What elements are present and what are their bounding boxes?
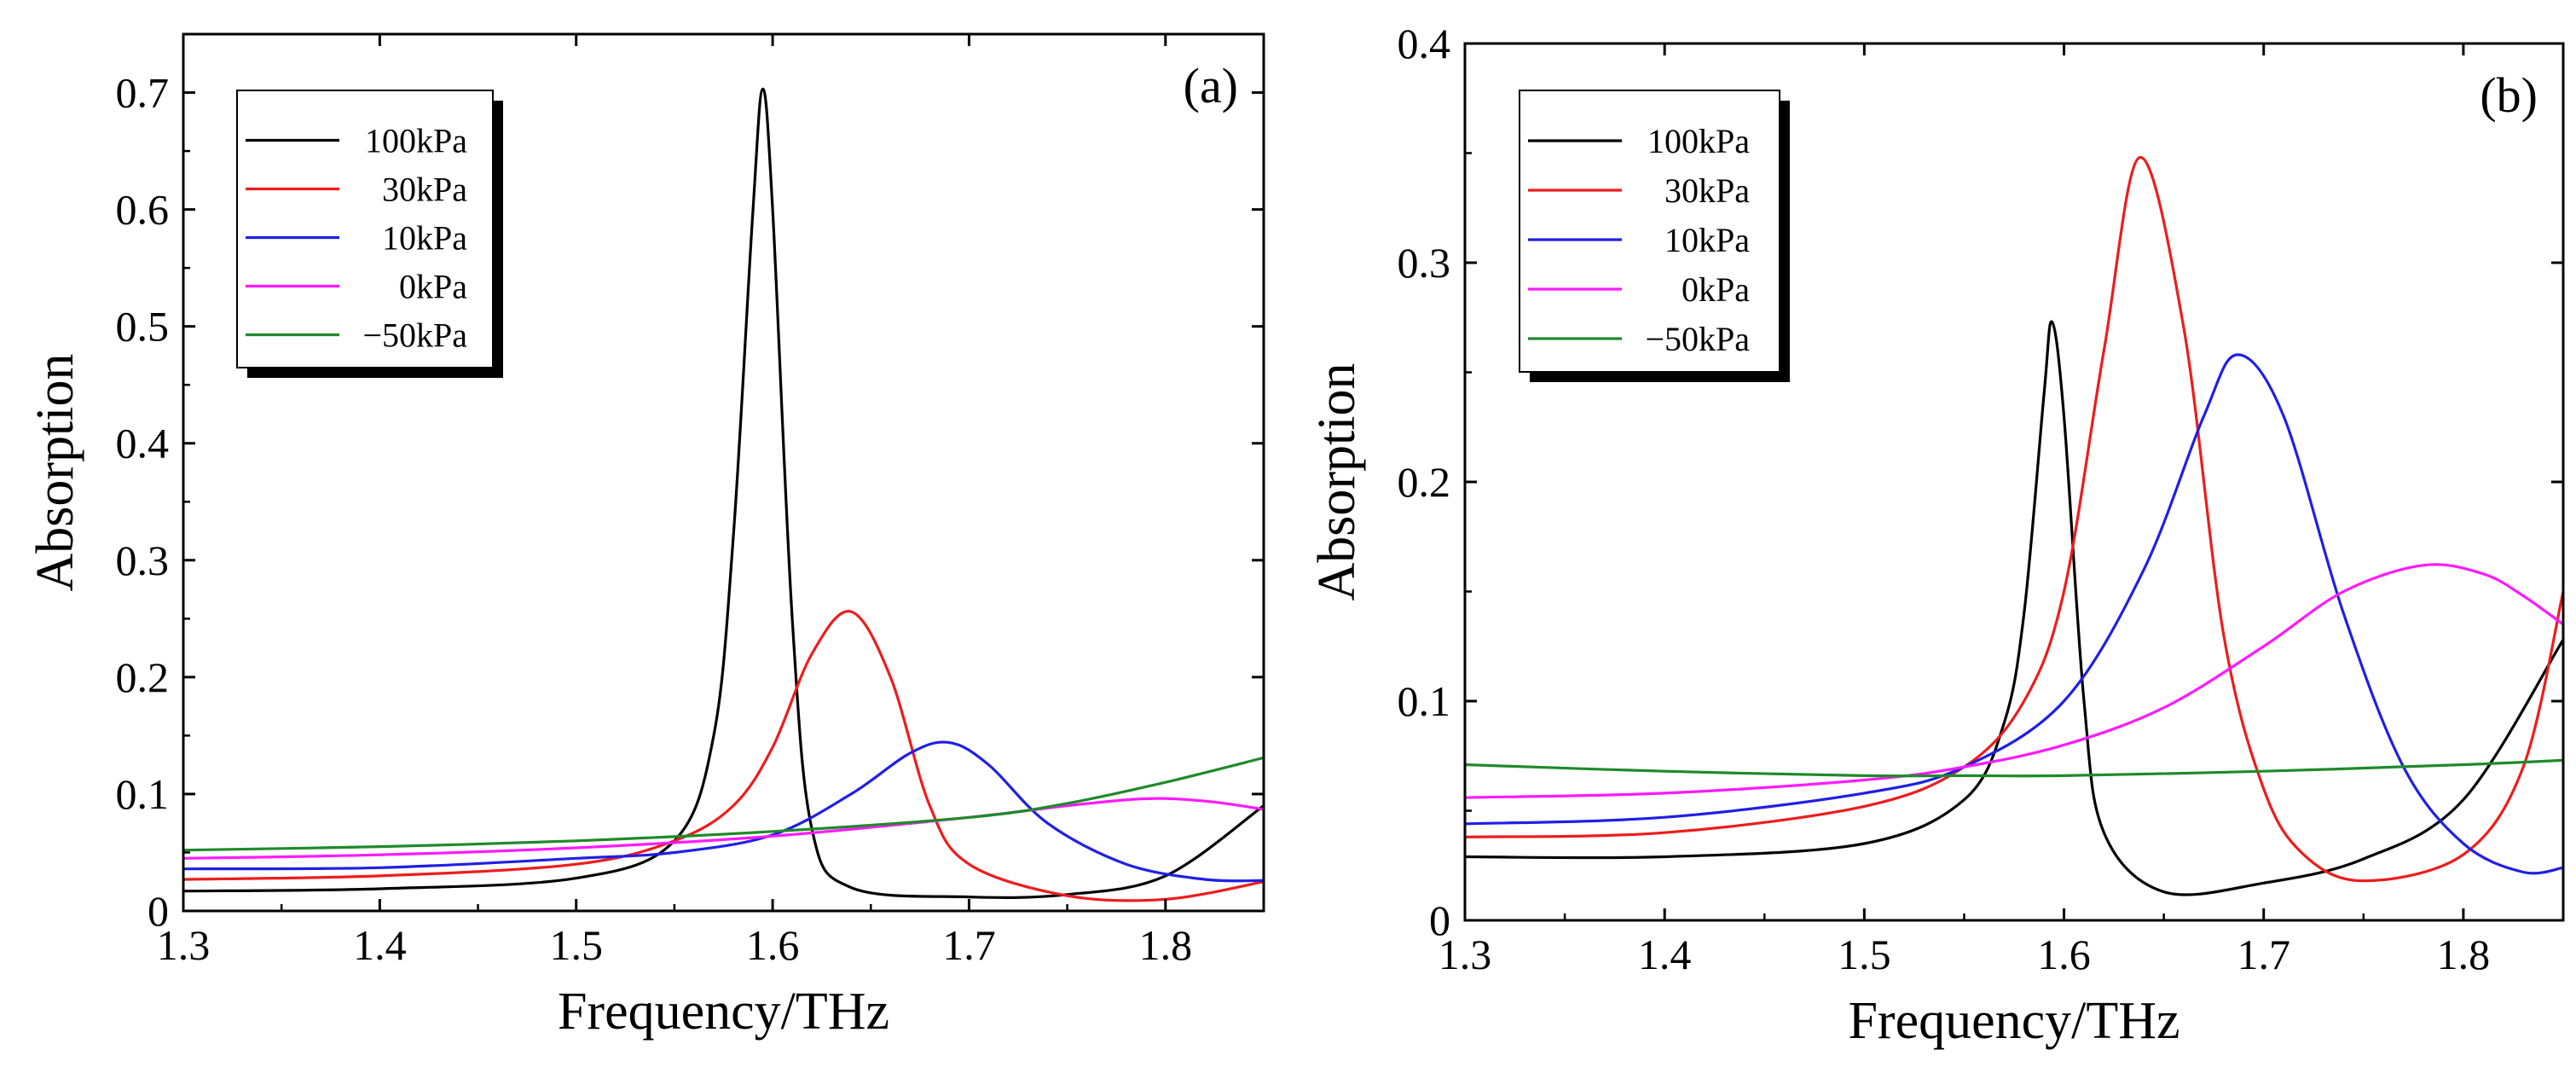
series-line-3 (1465, 563, 2563, 799)
x-tick-label: 1.8 (1139, 921, 1193, 969)
series-line-0 (183, 87, 1264, 899)
series-line-3 (183, 797, 1264, 860)
y-tick-label: 0.5 (116, 303, 170, 351)
legend-label-3: 0kPa (399, 268, 467, 306)
y-axis-title: Absorption (1308, 363, 1366, 601)
y-tick-label: 0.1 (116, 770, 170, 818)
x-tick-label: 1.8 (2437, 931, 2491, 978)
series-group (1465, 156, 2563, 896)
series-line-1 (1465, 156, 2563, 883)
series-line-4 (1465, 758, 2563, 778)
x-tick-label: 1.5 (549, 921, 603, 969)
series-line-4 (183, 756, 1264, 852)
legend-box (1519, 90, 1780, 373)
x-tick-label: 1.3 (1439, 931, 1492, 978)
x-tick-label: 1.4 (353, 921, 407, 969)
x-tick-label: 1.5 (1838, 931, 1891, 978)
panel-a: 1.3 1.4 1.5 1.6 1.7 1.8 0 0.1 0.2 0.3 0.4 0.5 0.6 0.7… (26, 32, 1265, 1041)
x-tick-label: 1.3 (157, 921, 211, 969)
x-tick-label: 1.7 (2237, 931, 2290, 978)
series-line-2 (1465, 353, 2563, 875)
x-axis-title: Frequency/THz (558, 983, 889, 1041)
x-tick-label: 1.6 (746, 921, 800, 969)
y-tick-label: 0.2 (116, 653, 170, 701)
y-tick-label: 0.2 (1398, 458, 1451, 506)
series-line-0 (1465, 320, 2563, 896)
plot-frame (182, 32, 1265, 913)
series-line-1 (183, 610, 1264, 902)
legend-label-4: −50kPa (1645, 320, 1750, 358)
x-tick-label: 1.7 (942, 921, 996, 969)
legend-label-1: 30kPa (1664, 171, 1750, 210)
y-tick-label: 0.7 (116, 69, 170, 117)
x-tick-label: 1.4 (1638, 931, 1692, 978)
x-tick-label: 1.6 (2037, 931, 2091, 978)
series-group (183, 87, 1264, 902)
legend-label-2: 10kPa (1664, 221, 1750, 259)
series-line-2 (183, 740, 1264, 883)
y-tick-label: 0.4 (116, 420, 170, 467)
y-tick-label: 0 (148, 887, 169, 935)
x-axis-title: Frequency/THz (1848, 992, 2179, 1050)
legend-label-4: −50kPa (362, 316, 467, 355)
y-tick-label: 0.4 (1398, 20, 1451, 67)
legend-box (236, 90, 494, 368)
panel-label: (b) (2480, 67, 2538, 123)
y-tick-label: 0.3 (1398, 239, 1451, 287)
y-tick-label: 0.6 (116, 186, 170, 234)
y-tick-label: 0.1 (1398, 677, 1451, 725)
y-tick-label: 0 (1429, 896, 1450, 944)
legend-label-1: 30kPa (382, 171, 467, 209)
legend-label-0: 100kPa (365, 122, 467, 160)
panel-b: 1.3 1.4 1.5 1.6 1.7 1.8 0 0.1 0.2 0.3 0.4 Frequency… (1308, 20, 2565, 1050)
legend-label-0: 100kPa (1647, 122, 1750, 160)
y-tick-label: 0.3 (116, 536, 170, 584)
y-axis-title: Absorption (26, 354, 84, 592)
legend-label-3: 0kPa (1682, 270, 1750, 309)
legend-label-2: 10kPa (382, 219, 467, 258)
panel-label: (a) (1184, 58, 1238, 113)
